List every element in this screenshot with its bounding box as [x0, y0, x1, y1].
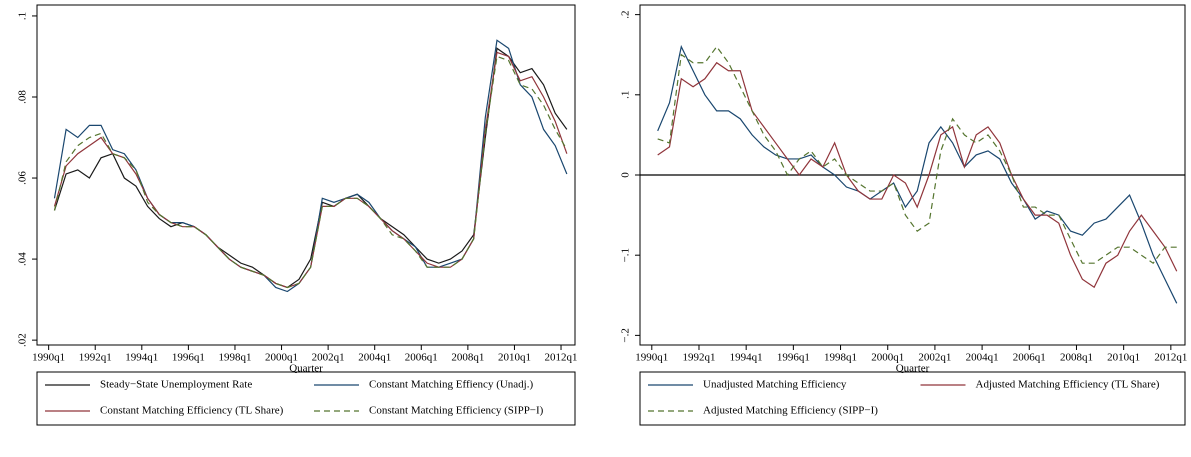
legend-label: Constant Matching Effiency (Unadj.) [369, 379, 533, 391]
x-tick-label: 2008q1 [1060, 352, 1093, 364]
x-tick-label: 2012q1 [545, 352, 578, 364]
y-tick-label: .08 [17, 90, 29, 104]
x-tick-label: 2004q1 [358, 352, 391, 364]
y-tick-label: .1 [17, 12, 29, 20]
y-tick-label: 0 [620, 172, 632, 178]
x-tick-label: 2012q1 [1154, 352, 1187, 364]
x-tick-label: 2004q1 [966, 352, 999, 364]
x-tick-label: 2008q1 [451, 352, 484, 364]
x-axis-label: Quarter [896, 363, 930, 375]
x-tick-label: 2000q1 [265, 352, 298, 364]
y-tick-label: .04 [17, 252, 29, 266]
y-tick-label: .06 [17, 171, 29, 185]
legend-label: Constant Matching Efficiency (TL Share) [100, 405, 284, 417]
legend-label: Adjusted Matching Efficiency (TL Share) [976, 379, 1160, 391]
x-tick-label: 2002q1 [918, 352, 951, 364]
x-tick-label: 1992q1 [79, 352, 112, 364]
y-tick-label: −.1 [620, 248, 632, 262]
x-tick-label: 1990q1 [635, 352, 668, 364]
legend-label: Adjusted Matching Efficiency (SIPP−I) [703, 405, 878, 417]
y-tick-label: .1 [620, 91, 632, 99]
legend-label: Constant Matching Efficiency (SIPP−I) [369, 405, 544, 417]
legend-label: Steady−State Unemployment Rate [100, 379, 252, 391]
x-tick-label: 2006q1 [1013, 352, 1046, 364]
legend-box [639, 371, 1186, 426]
series-line [53, 55, 568, 289]
x-tick-label: 1990q1 [32, 352, 65, 364]
plot-frame [36, 4, 576, 346]
y-tick-label: .2 [620, 10, 632, 18]
x-tick-label: 1996q1 [172, 352, 205, 364]
x-tick-label: 2002q1 [312, 352, 345, 364]
y-tick-label: .02 [17, 333, 29, 347]
x-tick-label: 1992q1 [682, 352, 715, 364]
x-axis-label: Quarter [289, 363, 323, 375]
x-tick-label: 1994q1 [125, 352, 158, 364]
x-tick-label: 1994q1 [730, 352, 763, 364]
x-tick-label: 1996q1 [777, 352, 810, 364]
series-line [657, 45, 1177, 265]
y-tick-label: −.2 [620, 328, 632, 342]
x-tick-label: 1998q1 [218, 352, 251, 364]
legend-box [36, 371, 576, 426]
x-tick-label: 1998q1 [824, 352, 857, 364]
x-tick-label: 2000q1 [871, 352, 904, 364]
x-tick-label: 2006q1 [405, 352, 438, 364]
x-tick-label: 2010q1 [498, 352, 531, 364]
series-line [657, 44, 1178, 304]
x-tick-label: 2010q1 [1107, 352, 1140, 364]
legend-label: Unadjusted Matching Efficiency [703, 379, 847, 391]
series-line [657, 61, 1178, 289]
